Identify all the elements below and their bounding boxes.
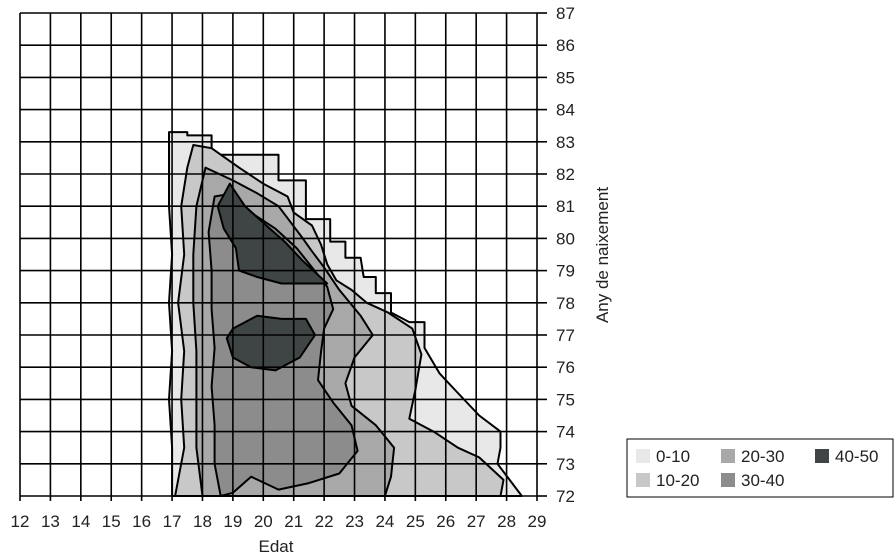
x-tick-label: 29 [528,512,547,531]
x-tick-label: 19 [223,512,242,531]
x-tick-label: 26 [436,512,455,531]
x-tick-label: 22 [315,512,334,531]
y-tick-label: 72 [556,487,575,506]
x-axis: 12 13 14 15 16 17 18 19 20 21 22 23 24 25 26 27 28 29 [11,496,547,531]
y-tick-label: 87 [556,4,575,23]
y-tick-label: 83 [556,133,575,152]
x-tick-label: 13 [41,512,60,531]
y-tick-label: 75 [556,390,575,409]
y-tick-label: 77 [556,326,575,345]
y-tick-label: 74 [556,423,575,442]
legend-swatch-30-40 [721,473,735,487]
x-tick-label: 25 [406,512,425,531]
y-tick-label: 80 [556,229,575,248]
legend-label-40-50: 40-50 [835,447,878,466]
x-tick-label: 27 [467,512,486,531]
y-tick-label: 81 [556,197,575,216]
y-tick-label: 86 [556,36,575,55]
legend-label-0-10: 0-10 [656,447,690,466]
y-axis-label: Any de naixement [593,187,612,323]
x-tick-label: 12 [11,512,30,531]
y-tick-label: 73 [556,455,575,474]
x-tick-label: 15 [102,512,121,531]
contour-region-40-50-4 [216,182,329,285]
legend: 0-10 10-20 20-30 30-40 40-50 [626,438,894,498]
legend-label-30-40: 30-40 [741,471,784,490]
grid [19,12,538,497]
legend-label-10-20: 10-20 [656,471,699,490]
x-tick-label: 18 [193,512,212,531]
x-tick-label: 16 [132,512,151,531]
x-tick-label: 17 [163,512,182,531]
contour-regions [168,131,523,497]
x-tick-label: 24 [375,512,394,531]
legend-box [626,438,894,498]
legend-swatch-20-30 [721,449,735,463]
x-tick-label: 21 [284,512,303,531]
x-tick-label: 20 [254,512,273,531]
y-tick-label: 84 [556,101,575,120]
legend-swatch-40-50 [815,449,829,463]
x-tick-label: 23 [345,512,364,531]
x-tick-label: 14 [71,512,90,531]
y-tick-label: 79 [556,262,575,281]
y-tick-label: 78 [556,294,575,313]
x-tick-label: 28 [497,512,516,531]
legend-label-20-30: 20-30 [741,447,784,466]
x-axis-label: Edat [259,537,294,556]
y-tick-label: 85 [556,68,575,87]
y-axis: 72 73 74 75 76 77 78 79 80 81 82 83 84 85 86 87 [537,4,575,506]
legend-swatch-10-20 [636,473,650,487]
y-tick-label: 82 [556,165,575,184]
legend-swatch-0-10 [636,449,650,463]
y-tick-label: 76 [556,358,575,377]
